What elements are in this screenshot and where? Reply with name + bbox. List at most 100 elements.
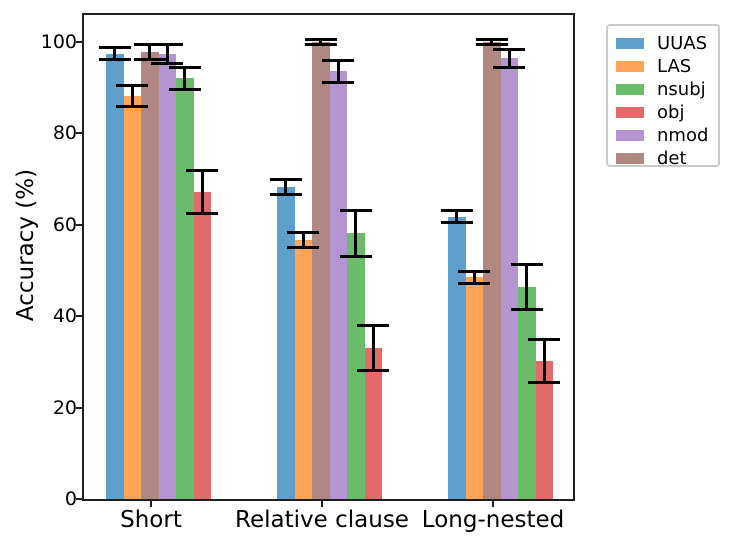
errorbar-cap-top-obj-2 (357, 324, 390, 328)
errorbar-UUAS-1 (113, 47, 117, 60)
errorbar-cap-bottom-UUAS-2 (269, 193, 302, 197)
legend-item-LAS: LAS (616, 56, 718, 78)
errorbar-cap-top-LAS-2 (287, 230, 320, 234)
errorbar-nsubj-1 (183, 67, 187, 90)
errorbar-det-2 (319, 39, 323, 45)
errorbar-cap-bottom-det-1 (133, 58, 166, 62)
bar-nsubj-1 (176, 78, 194, 499)
errorbar-obj-3 (542, 339, 546, 383)
errorbar-cap-top-nsubj-3 (510, 263, 543, 267)
y-tick-mark (76, 406, 82, 409)
errorbar-cap-top-obj-3 (528, 338, 561, 342)
errorbar-cap-bottom-nsubj-1 (168, 87, 201, 91)
bar-LAS-2 (294, 239, 312, 499)
bar-nmod-2 (329, 71, 347, 499)
errorbar-obj-2 (371, 325, 375, 371)
errorbar-cap-bottom-nsubj-3 (510, 307, 543, 311)
errorbar-nsubj-2 (354, 210, 358, 257)
legend-swatch-det (616, 153, 644, 165)
errorbar-cap-bottom-UUAS-3 (440, 221, 473, 225)
errorbar-cap-bottom-nsubj-2 (339, 254, 372, 258)
bar-obj-1 (193, 192, 211, 499)
bar-nmod-1 (158, 53, 176, 499)
errorbar-cap-top-nmod-1 (151, 43, 184, 47)
errorbar-obj-1 (200, 170, 204, 214)
y-tick-label: 60 (52, 213, 77, 236)
errorbar-cap-bottom-obj-3 (528, 381, 561, 385)
x-tick-mark (150, 501, 152, 507)
bar-UUAS-2 (277, 186, 295, 499)
errorbar-cap-top-nsubj-1 (168, 65, 201, 69)
x-tick-label-relative-clause: Relative clause (235, 507, 409, 533)
errorbar-cap-top-UUAS-3 (440, 208, 473, 212)
errorbar-nmod-2 (336, 60, 340, 83)
errorbar-cap-top-UUAS-1 (98, 46, 131, 50)
legend-swatch-obj (616, 107, 644, 119)
legend-label-obj: obj (657, 101, 685, 123)
legend-swatch-nsubj (616, 84, 644, 96)
errorbar-cap-top-det-1 (133, 42, 166, 46)
bar-LAS-3 (465, 277, 483, 499)
x-tick-mark (321, 501, 323, 507)
errorbar-cap-top-LAS-3 (458, 269, 491, 273)
legend-item-nmod: nmod (616, 125, 718, 147)
errorbar-cap-top-obj-1 (186, 169, 219, 173)
errorbar-cap-bottom-obj-2 (357, 369, 390, 373)
errorbar-cap-top-nmod-2 (322, 58, 355, 62)
legend: UUAS LAS nsubj obj nmod det (606, 24, 720, 167)
legend-item-nsubj: nsubj (616, 79, 718, 101)
legend-swatch-nmod (616, 130, 644, 142)
bar-UUAS-1 (106, 53, 124, 499)
legend-label-LAS: LAS (657, 55, 692, 77)
bar-det-3 (483, 42, 501, 499)
y-tick-mark (76, 498, 82, 500)
legend-item-UUAS: UUAS (616, 33, 718, 55)
bar-obj-3 (535, 361, 553, 499)
errorbar-cap-top-det-2 (304, 37, 337, 41)
legend-swatch-UUAS (616, 38, 644, 50)
errorbar-cap-bottom-LAS-1 (116, 104, 149, 108)
legend-label-nmod: nmod (657, 124, 709, 146)
bar-obj-2 (364, 348, 382, 499)
y-axis-label: Accuracy (%) (13, 168, 39, 322)
legend-item-det: det (616, 148, 718, 170)
errorbar-det-3 (490, 39, 494, 45)
legend-label-det: det (657, 147, 687, 169)
errorbar-det-1 (148, 44, 152, 60)
errorbar-cap-bottom-obj-1 (186, 212, 219, 216)
plot-area (82, 13, 575, 501)
errorbar-cap-bottom-nmod-1 (151, 61, 184, 65)
errorbar-cap-top-UUAS-2 (269, 177, 302, 181)
bar-nsubj-3 (518, 286, 536, 499)
bar-det-1 (141, 52, 159, 499)
bar-nsubj-2 (347, 233, 365, 499)
errorbar-nmod-3 (507, 49, 511, 68)
errorbar-cap-bottom-UUAS-1 (98, 58, 131, 62)
y-tick-label: 0 (64, 488, 77, 510)
legend-label-UUAS: UUAS (657, 32, 708, 54)
errorbar-cap-bottom-det-3 (475, 43, 508, 47)
errorbar-cap-top-nmod-3 (493, 47, 526, 51)
legend-swatch-LAS (616, 61, 644, 73)
errorbar-nmod-1 (165, 44, 169, 63)
legend-item-obj: obj (616, 102, 718, 124)
y-tick-mark (76, 315, 82, 318)
errorbar-UUAS-2 (284, 179, 288, 195)
errorbar-cap-top-det-3 (475, 37, 508, 41)
x-tick-label-long-nested: Long-nested (421, 507, 565, 533)
y-tick-label: 100 (40, 31, 77, 53)
bar-UUAS-3 (448, 216, 466, 499)
y-tick-mark (76, 223, 82, 226)
bar-nmod-3 (500, 58, 518, 499)
errorbar-cap-bottom-LAS-3 (458, 281, 491, 285)
errorbar-cap-bottom-nmod-2 (322, 80, 355, 84)
y-tick-mark (76, 41, 82, 43)
x-tick-mark (492, 501, 494, 507)
errorbar-LAS-1 (130, 85, 134, 107)
x-tick-label-short: Short (120, 507, 182, 533)
y-tick-label: 40 (52, 305, 77, 328)
y-tick-mark (76, 132, 82, 135)
errorbar-nsubj-3 (525, 264, 529, 310)
errorbar-LAS-2 (301, 232, 305, 248)
